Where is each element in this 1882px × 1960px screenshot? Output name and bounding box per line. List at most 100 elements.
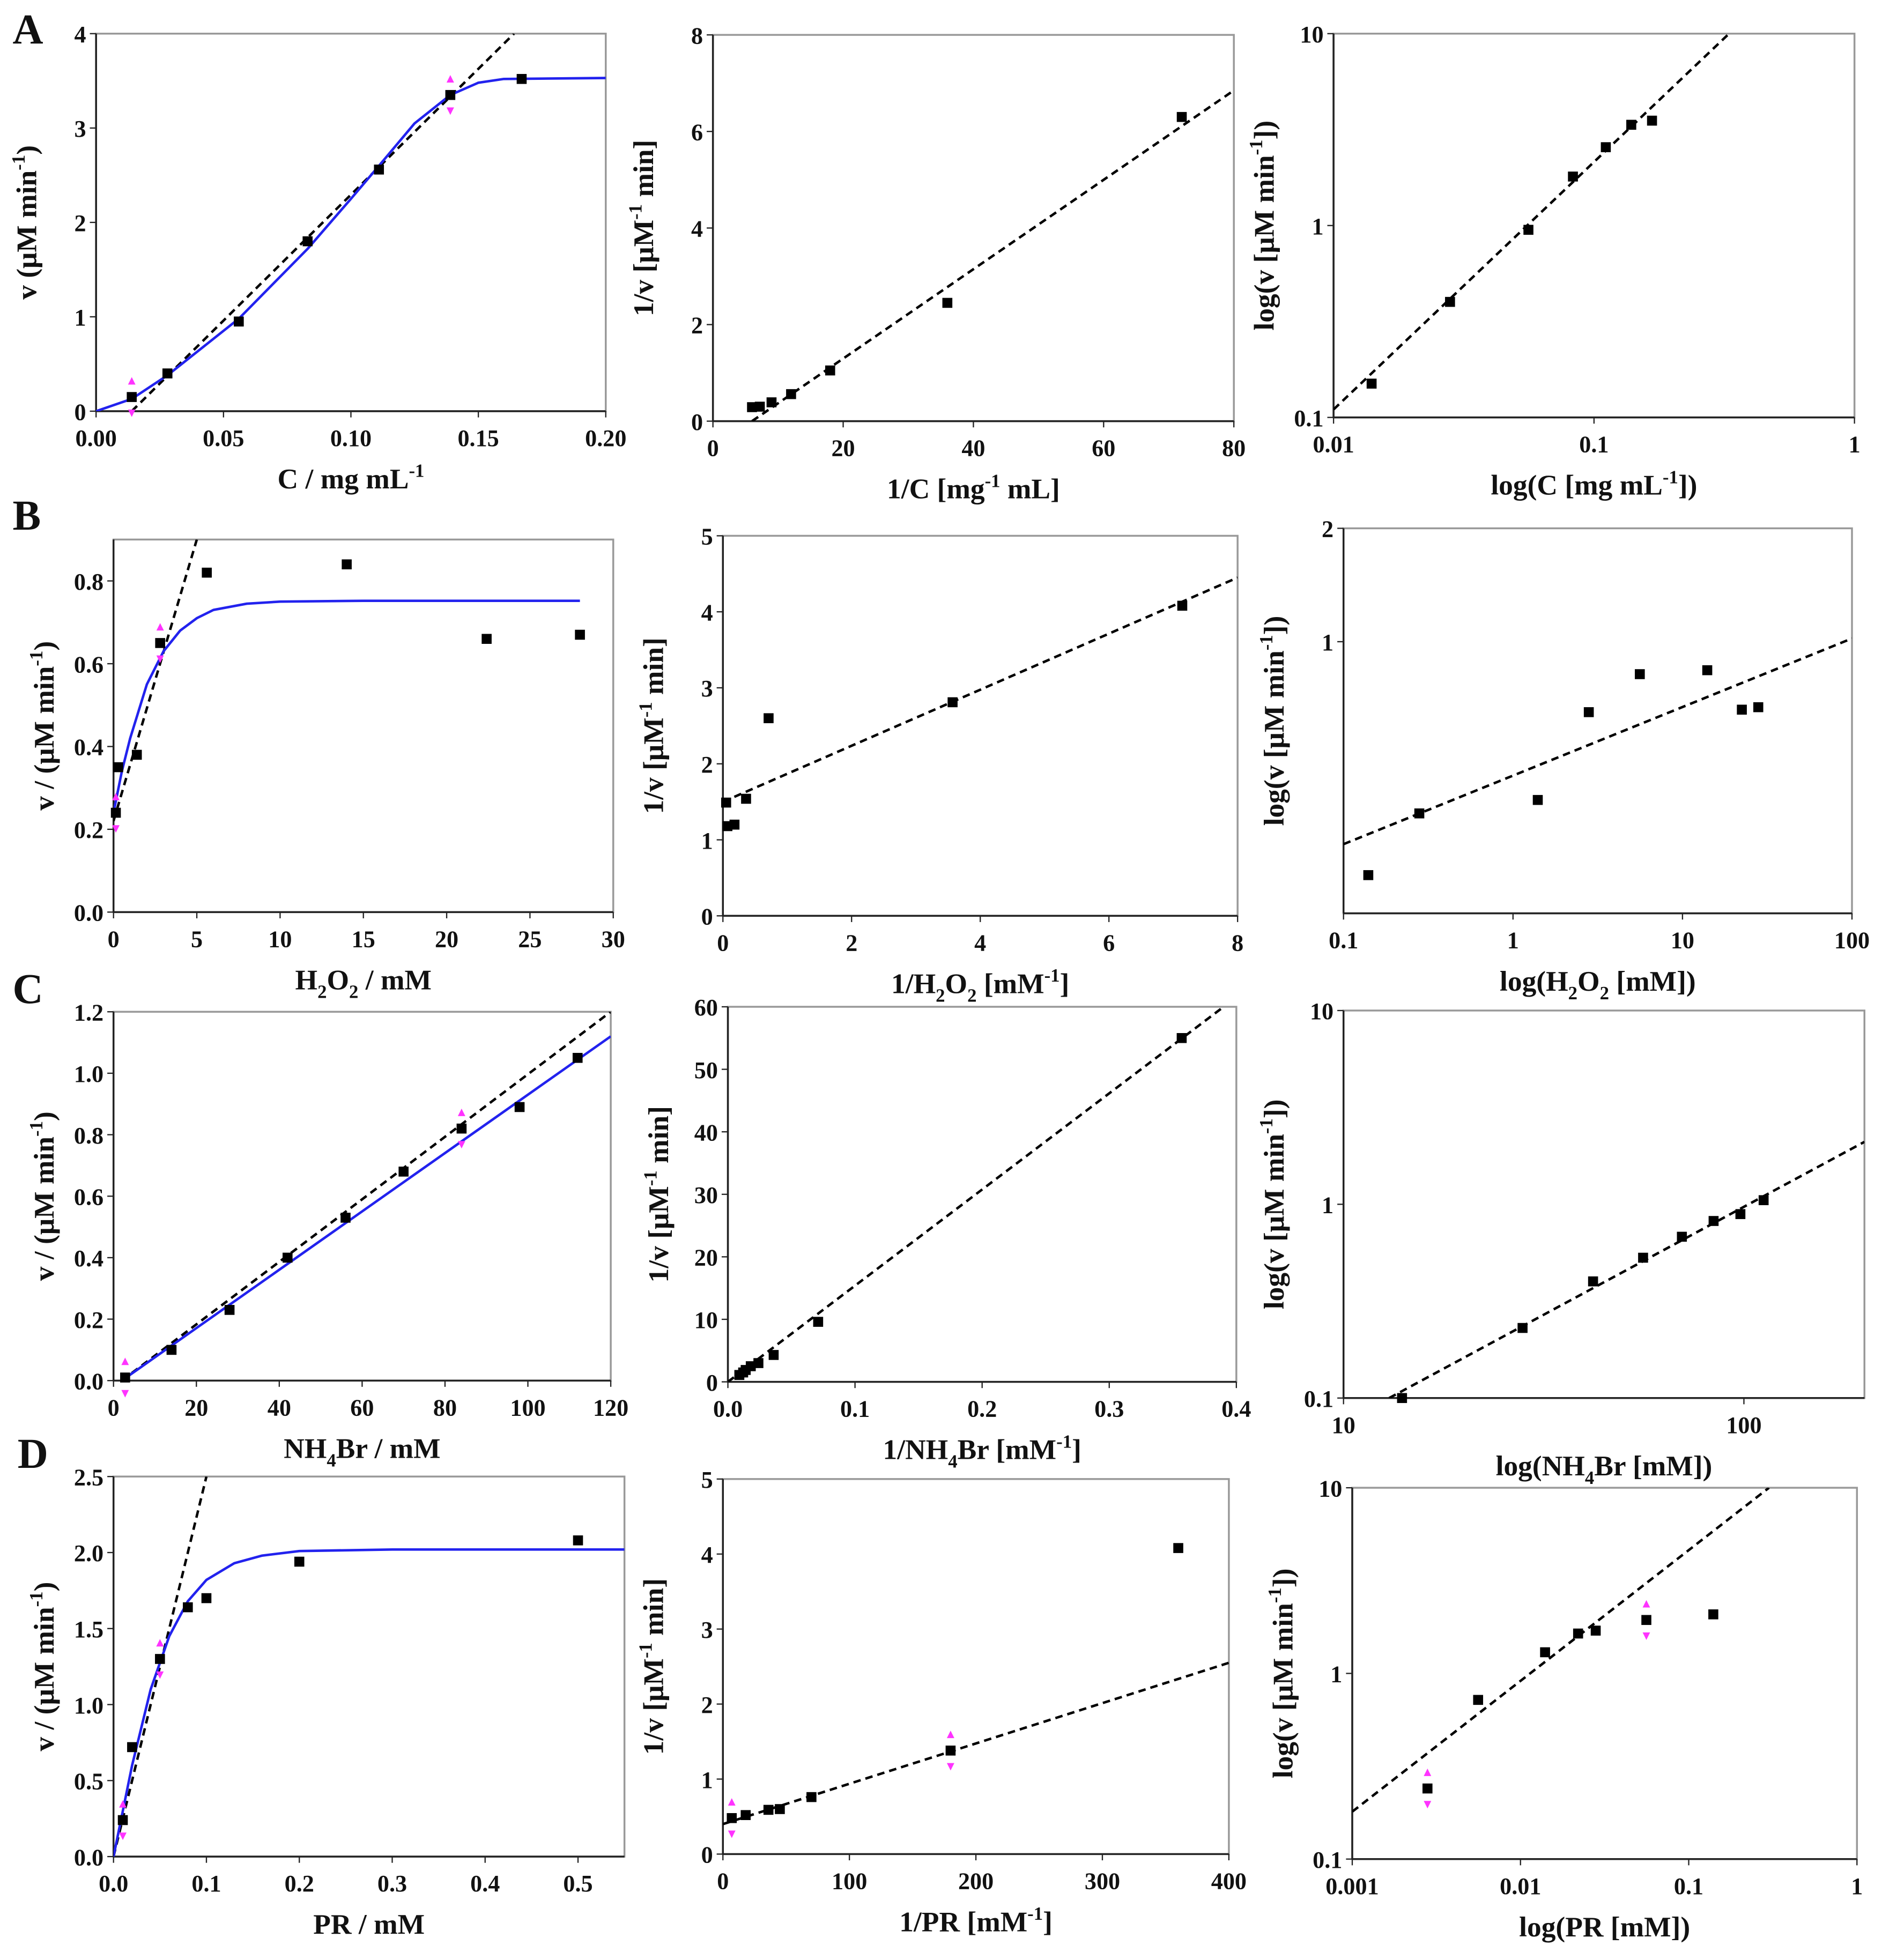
x-tick-label: 0 bbox=[108, 926, 120, 952]
chart-panel-7: 0 20 40 60 80 100 120 0.0 0.2 0.4 0.6 0.8 1.0 1.2 NH4​… bbox=[12, 966, 628, 1471]
data-point bbox=[162, 368, 173, 378]
y-tick-label: 10 bbox=[1318, 1475, 1342, 1502]
y-axis-label: 1/v [μM-1​ min] bbox=[635, 1578, 669, 1755]
chart-panel-9: 10 100 0.1 1 10 log(NH4​Br [mM]) log(v [μM min… bbox=[1256, 998, 1865, 1488]
x-tick-label: 40 bbox=[268, 1394, 291, 1421]
y-tick-label: 0 bbox=[706, 1370, 718, 1396]
y-tick-label: 0.0 bbox=[74, 1369, 103, 1395]
data-point bbox=[1590, 1625, 1601, 1636]
y-tick-label: 1 bbox=[1330, 1661, 1342, 1688]
chart-panel-4: 0 5 10 15 20 25 30 0.0 0.2 0.4 0.6 0.8 H2​O2​ / mM v … bbox=[12, 493, 625, 1003]
x-axis-label: NH4​Br / mM bbox=[284, 1432, 440, 1471]
chart-panel-12: 0.001 0.01 0.1 1 0.1 1 10 log(PR [mM]) log(v [μM… bbox=[1264, 1475, 1863, 1942]
y-tick-label: 1 bbox=[1322, 629, 1333, 656]
chart-panel-6: 0.1 1 10 100 1 2 log(H2​O2​ [mM]) log(v [μM min… bbox=[1256, 516, 1870, 1004]
data-point bbox=[155, 638, 166, 648]
x-tick-label: 0 bbox=[717, 1868, 729, 1895]
chart-panel-2: 0 20 40 60 80 0 2 4 6 8 1/C [mg-1​ mL] 1/v [μM-1​ m… bbox=[625, 23, 1246, 504]
y-axis-label: log(v [μM min-1​]) bbox=[1256, 616, 1290, 826]
data-point bbox=[1173, 1543, 1183, 1553]
data-point bbox=[768, 1350, 779, 1360]
data-point bbox=[945, 1746, 956, 1756]
x-tick-label: 200 bbox=[958, 1868, 994, 1895]
y-tick-label: 1.2 bbox=[74, 1000, 103, 1026]
data-point bbox=[127, 1742, 137, 1753]
x-tick-label: 0.1 bbox=[1674, 1873, 1703, 1899]
y-tick-label: 0.1 bbox=[1304, 1386, 1333, 1412]
linear-fit-line bbox=[728, 1006, 1225, 1382]
x-tick-label: 0.2 bbox=[285, 1870, 314, 1897]
x-tick-label: 0.1 bbox=[840, 1396, 870, 1422]
x-tick-label: 20 bbox=[184, 1394, 208, 1421]
x-axis-label: C / mg mL-1​ bbox=[278, 461, 425, 495]
chart-panel-10: 0.0 0.1 0.2 0.3 0.4 0.5 0.0 0.5 1.0 1.5 2.0 2.5 PR /… bbox=[18, 1431, 626, 1940]
y-tick-label: 3 bbox=[701, 675, 713, 702]
panel-label: A bbox=[12, 6, 43, 53]
data-point bbox=[294, 1556, 305, 1567]
data-point bbox=[234, 316, 244, 327]
linear-fit-line bbox=[113, 539, 198, 822]
x-tick-label: 0.10 bbox=[330, 425, 372, 451]
data-point bbox=[1397, 1393, 1407, 1404]
linear-fit-line bbox=[1333, 33, 1730, 411]
data-point bbox=[1363, 870, 1374, 880]
data-point bbox=[766, 397, 777, 407]
y-tick-label: 2 bbox=[1322, 516, 1333, 543]
data-point bbox=[1635, 669, 1645, 679]
data-point bbox=[342, 559, 352, 570]
data-point bbox=[1753, 702, 1764, 712]
x-tick-label: 1 bbox=[1851, 1873, 1863, 1899]
data-point bbox=[202, 567, 212, 578]
y-tick-label: 10 bbox=[1300, 21, 1323, 48]
x-tick-label: 10 bbox=[1332, 1412, 1355, 1438]
data-point bbox=[1626, 120, 1636, 130]
linear-fit-line bbox=[723, 1661, 1229, 1825]
data-point bbox=[1532, 795, 1543, 805]
x-tick-label: 20 bbox=[435, 926, 458, 952]
linear-fit-line bbox=[751, 89, 1234, 421]
y-tick-label: 0.2 bbox=[74, 817, 103, 843]
y-tick-label: 20 bbox=[694, 1245, 718, 1271]
x-tick-label: 30 bbox=[602, 926, 625, 952]
panel-label: D bbox=[18, 1431, 48, 1478]
data-point bbox=[1177, 600, 1188, 611]
y-axis-label: log(v [μM min-1​]) bbox=[1246, 121, 1280, 331]
y-tick-label: 1 bbox=[1312, 213, 1323, 240]
y-tick-label: 5 bbox=[701, 1467, 713, 1493]
x-tick-label: 80 bbox=[433, 1394, 457, 1421]
data-point bbox=[942, 298, 953, 308]
y-tick-label: 0.8 bbox=[74, 1123, 103, 1149]
linear-fit-line bbox=[113, 1476, 208, 1857]
y-tick-label: 2.0 bbox=[74, 1540, 103, 1566]
x-tick-label: 0.3 bbox=[377, 1870, 407, 1897]
x-tick-label: 0.01 bbox=[1313, 432, 1354, 458]
x-axis-label: log(C [mg mL-1​]) bbox=[1491, 466, 1697, 501]
data-point bbox=[1568, 172, 1578, 182]
linear-fit-line bbox=[1343, 637, 1853, 845]
y-tick-label: 3 bbox=[701, 1617, 713, 1643]
plot-frame bbox=[1332, 33, 1856, 419]
x-tick-label: 1 bbox=[1849, 432, 1861, 458]
y-tick-label: 2 bbox=[691, 313, 703, 339]
x-axis-label: 1/C [mg-1​ mL] bbox=[887, 470, 1060, 504]
data-point bbox=[753, 1358, 764, 1368]
data-point bbox=[1641, 1615, 1651, 1625]
x-tick-label: 80 bbox=[1222, 435, 1246, 462]
linear-fit-line bbox=[723, 576, 1238, 803]
plot-frame bbox=[727, 1006, 1238, 1383]
data-point bbox=[302, 236, 313, 247]
data-point bbox=[745, 1361, 756, 1371]
data-point bbox=[727, 1813, 737, 1823]
x-tick-label: 0.01 bbox=[1500, 1873, 1541, 1899]
x-tick-label: 0.2 bbox=[967, 1396, 997, 1422]
x-tick-label: 20 bbox=[831, 435, 855, 462]
chart-panel-5: 0 2 4 6 8 0 1 2 3 4 5 1/H2​O2​ [mM-1​] 1/v [μM-1​ mi… bbox=[635, 524, 1243, 1006]
data-point bbox=[398, 1167, 409, 1177]
model-fit-curve bbox=[96, 77, 606, 411]
y-axis-label: v / (μM min-1​) bbox=[26, 1582, 60, 1751]
panel-label: B bbox=[12, 493, 41, 539]
y-tick-label: 0.2 bbox=[74, 1307, 103, 1333]
x-tick-label: 10 bbox=[268, 926, 292, 952]
